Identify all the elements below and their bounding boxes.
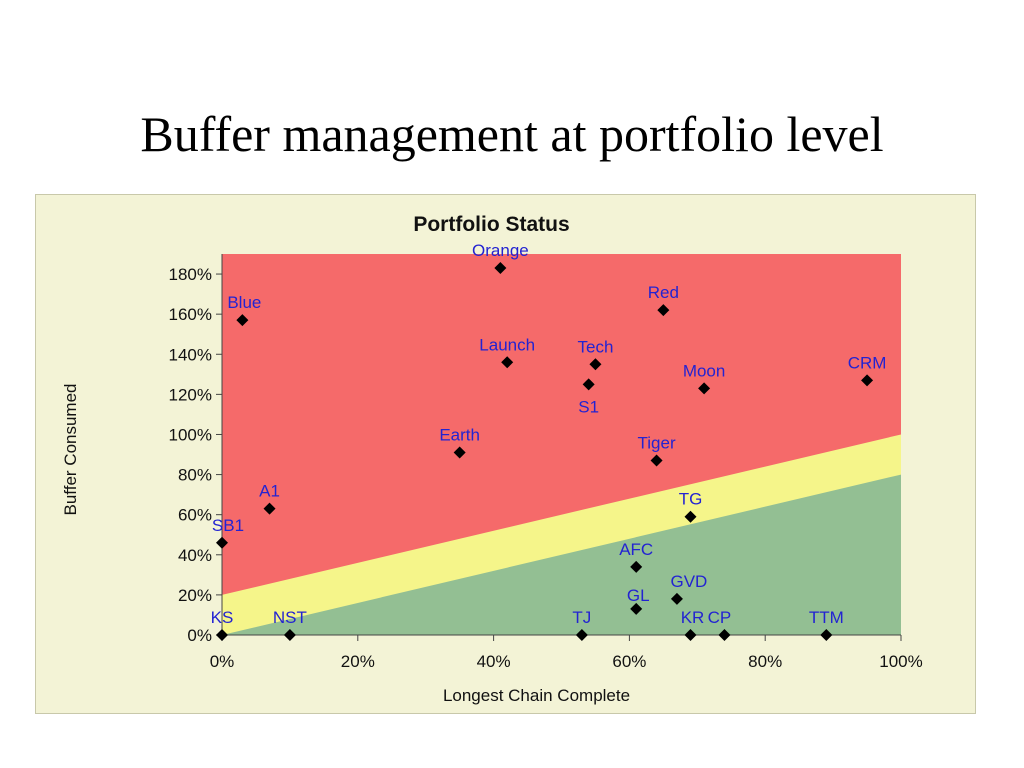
data-point-marker — [861, 374, 874, 387]
data-point-label: KR — [681, 608, 705, 627]
data-point-marker — [501, 356, 514, 369]
data-point-marker — [698, 382, 711, 395]
data-point-label: NST — [273, 608, 307, 627]
y-tick-label: 0% — [187, 626, 212, 645]
data-point-marker — [283, 629, 296, 641]
data-point-marker — [630, 560, 643, 573]
y-tick-label: 80% — [178, 466, 212, 485]
x-tick-label: 80% — [748, 652, 782, 671]
data-point-label: AFC — [619, 540, 653, 559]
data-point-label: Launch — [479, 335, 535, 354]
y-tick-label: 180% — [169, 265, 212, 284]
y-tick-label: 160% — [169, 305, 212, 324]
chart-frame: Portfolio Status 0% 20% 40% 60% 80% 100% 120% 14… — [35, 194, 976, 714]
data-point-label: SB1 — [212, 516, 244, 535]
data-point-label: TG — [679, 490, 703, 509]
y-tick-label: 120% — [169, 385, 212, 404]
data-point-marker — [670, 592, 683, 605]
x-tick-label: 100% — [879, 652, 922, 671]
data-point-label: Red — [648, 283, 679, 302]
data-point-label: TJ — [572, 608, 591, 627]
data-point-marker — [820, 629, 833, 641]
data-point-marker — [494, 262, 507, 275]
data-point-label: CRM — [848, 353, 887, 372]
data-point-marker — [263, 502, 276, 515]
data-point-label: KS — [211, 608, 234, 627]
y-tick-label: 100% — [169, 425, 212, 444]
x-axis-label: Longest Chain Complete — [443, 686, 630, 705]
data-point-marker — [216, 536, 228, 549]
x-tick-label: 60% — [612, 652, 646, 671]
data-point-marker — [582, 378, 595, 391]
data-point-label: Tech — [577, 337, 613, 356]
data-point-label: Tiger — [638, 434, 676, 453]
data-point-label: GL — [627, 586, 650, 605]
data-point-marker — [589, 358, 602, 371]
data-point-label: GVD — [671, 572, 708, 591]
data-point-marker — [657, 304, 670, 317]
data-point-label: Orange — [472, 241, 529, 260]
x-tick-label: 0% — [210, 652, 235, 671]
data-point-label: Blue — [227, 293, 261, 312]
x-tick-label: 40% — [477, 652, 511, 671]
chart-title: Portfolio Status — [413, 213, 569, 236]
y-tick-label: 140% — [169, 345, 212, 364]
data-point-label: S1 — [578, 397, 599, 416]
data-point-label: Moon — [683, 361, 726, 380]
data-point-marker — [630, 602, 643, 615]
data-point-label: CP — [708, 608, 732, 627]
data-point-marker — [216, 629, 228, 641]
data-point-marker — [575, 629, 588, 641]
data-point-label: TTM — [809, 608, 844, 627]
data-point-label: Earth — [439, 426, 480, 445]
data-point-label: A1 — [259, 482, 280, 501]
y-tick-label: 40% — [178, 546, 212, 565]
x-tick-label: 20% — [341, 652, 375, 671]
y-axis-label: Buffer Consumed — [61, 384, 80, 516]
data-point-marker — [684, 629, 697, 641]
y-tick-label: 20% — [178, 586, 212, 605]
data-point-marker — [453, 446, 466, 459]
data-point-marker — [650, 454, 663, 467]
slide-title: Buffer management at portfolio level — [140, 106, 884, 162]
y-tick-label: 60% — [178, 506, 212, 525]
data-point-marker — [718, 629, 731, 641]
scatter-chart: Portfolio Status 0% 20% 40% 60% 80% 100% 120% 14… — [61, 213, 923, 705]
